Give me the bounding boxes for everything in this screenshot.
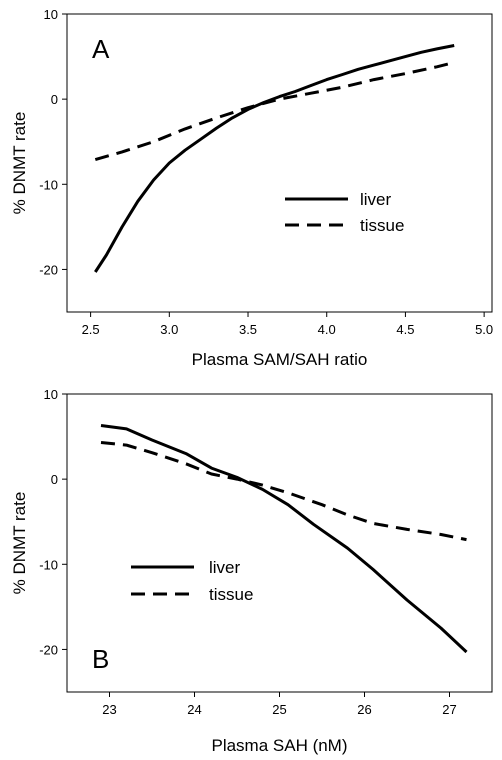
plot-frame xyxy=(66,393,493,693)
plot-frame xyxy=(66,13,493,313)
x-tick-label: 24 xyxy=(187,702,201,717)
x-tick-label: 2.5 xyxy=(82,322,100,337)
x-tick-label: 5.0 xyxy=(475,322,493,337)
y-tick-label: -20 xyxy=(39,642,58,657)
x-axis-label: Plasma SAH (nM) xyxy=(211,736,347,755)
legend-label-tissue: tissue xyxy=(209,585,253,604)
y-axis-label: % DNMT rate xyxy=(10,112,29,215)
y-tick-label: 10 xyxy=(44,7,58,22)
legend-label-liver: liver xyxy=(209,558,241,577)
series-line-tissue xyxy=(94,61,455,162)
y-axis-label: % DNMT rate xyxy=(10,492,29,595)
y-tick-label: 0 xyxy=(51,92,58,107)
series-line-liver xyxy=(100,424,468,654)
y-tick-label: -20 xyxy=(39,262,58,277)
x-tick-label: 4.5 xyxy=(396,322,414,337)
series-line-tissue xyxy=(100,441,467,542)
x-tick-label: 25 xyxy=(272,702,286,717)
x-tick-label: 23 xyxy=(102,702,116,717)
x-tick-label: 27 xyxy=(442,702,456,717)
x-tick-label: 3.0 xyxy=(160,322,178,337)
x-tick-label: 4.0 xyxy=(318,322,336,337)
y-tick-label: 0 xyxy=(51,472,58,487)
x-tick-label: 3.5 xyxy=(239,322,257,337)
y-tick-label: -10 xyxy=(39,557,58,572)
panel-letter: B xyxy=(92,644,109,674)
panel-letter: A xyxy=(92,34,110,64)
series-line-liver xyxy=(94,44,455,273)
x-tick-label: 26 xyxy=(357,702,371,717)
y-tick-label: 10 xyxy=(44,387,58,402)
x-axis-label: Plasma SAM/SAH ratio xyxy=(192,350,368,369)
y-tick-label: -10 xyxy=(39,177,58,192)
legend-label-tissue: tissue xyxy=(360,216,404,235)
legend-label-liver: liver xyxy=(360,190,392,209)
